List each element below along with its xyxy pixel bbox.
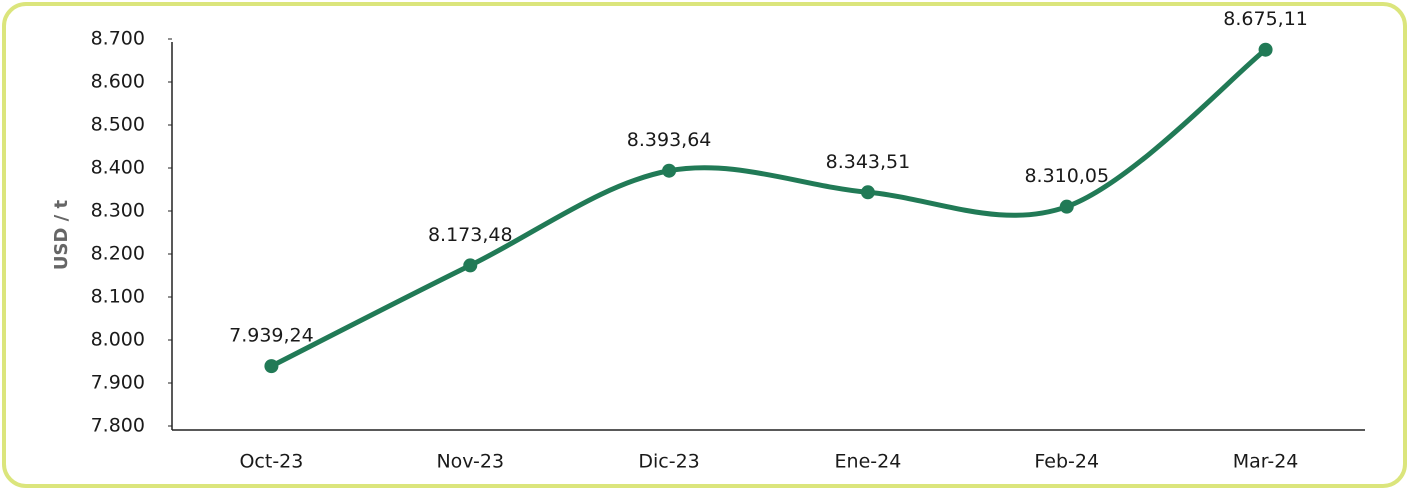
y-axis-label: USD / t [51, 199, 72, 270]
y-tick-label: 7.800 [91, 415, 145, 437]
data-label: 8.675,11 [1223, 8, 1308, 30]
y-tick-label: 8.600 [91, 71, 145, 93]
y-tick-label: 8.400 [91, 157, 145, 179]
data-label: 8.173,48 [428, 224, 513, 246]
data-label: 8.310,05 [1024, 165, 1109, 187]
line [268, 47, 1269, 369]
data-label: 7.939,24 [229, 325, 314, 347]
marker [264, 359, 279, 374]
x-tick-label: Feb-24 [1034, 451, 1099, 473]
y-tick-label: 8.500 [91, 114, 145, 136]
x-tick-label: Mar-24 [1233, 451, 1299, 473]
y-tick-label: 8.100 [91, 286, 145, 308]
marker [860, 185, 875, 200]
y-tick-label: 8.700 [91, 28, 145, 50]
x-tick-label: Nov-23 [436, 451, 504, 473]
data-label: 8.343,51 [826, 151, 911, 173]
marker [1258, 42, 1273, 57]
marker [463, 258, 478, 273]
y-tick-label: 8.200 [91, 243, 145, 265]
x-tick-label: Dic-23 [638, 451, 699, 473]
x-tick-label: Ene-24 [835, 451, 902, 473]
marker [662, 163, 677, 178]
x-tick-label: Oct-23 [239, 451, 303, 473]
y-tick-label: 8.300 [91, 200, 145, 222]
data-label: 8.393,64 [627, 129, 712, 151]
marker [1059, 199, 1074, 214]
y-tick-label: 7.900 [91, 372, 145, 394]
y-tick-label: 8.000 [91, 329, 145, 351]
